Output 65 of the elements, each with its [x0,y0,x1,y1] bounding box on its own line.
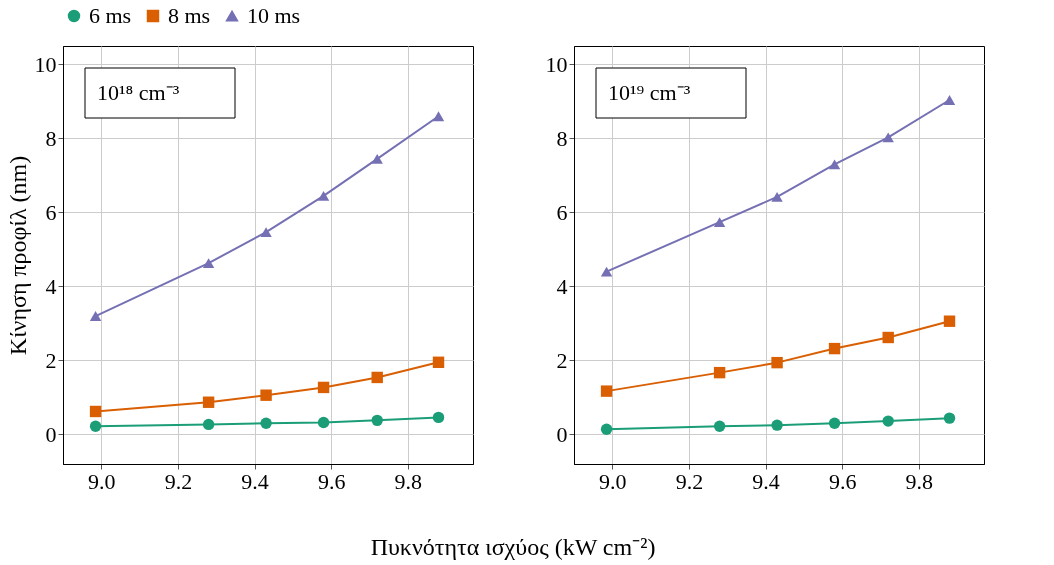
y-tick-label: 4 [45,273,57,299]
point [943,315,956,327]
x-tick-label: 9.4 [241,468,269,494]
point [260,389,272,401]
legend-label: 8 ms [168,3,211,28]
point [371,414,383,427]
x-tick-label: 9.6 [317,468,346,494]
y-tick-label: 8 [556,125,568,151]
point [89,311,102,321]
point [943,412,956,424]
y-tick-label: 6 [556,199,568,225]
y-tick-label: 2 [556,347,568,373]
x-tick-label: 9.0 [88,468,116,494]
point [202,396,215,408]
point [371,153,383,164]
point [771,356,783,369]
x-tick-label: 9.8 [905,468,934,494]
point [432,411,445,424]
x-tick-label: 9.0 [599,468,627,494]
point [882,331,894,344]
point [89,420,102,432]
x-tick-label: 9.8 [394,468,423,494]
point [943,95,956,105]
point [828,159,841,170]
x-axis-title: Πυκνότητα ισχύος (kW cm⁻²) [370,534,656,560]
annotation: 10¹⁸ cm⁻³ [97,80,180,105]
point [260,227,272,237]
x-tick-label: 9.6 [828,468,857,494]
point [771,191,783,202]
x-tick-label: 9.4 [752,468,780,494]
point [317,416,330,429]
point [713,366,726,379]
y-tick-label: 10 [34,52,57,77]
point [882,132,894,143]
point [89,405,102,418]
point [432,356,445,368]
point [371,371,383,384]
point [202,258,215,269]
x-tick-label: 9.2 [164,468,193,494]
y-tick-label: 6 [45,199,57,225]
annotation: 10¹⁹ cm⁻³ [608,80,691,105]
y-tick-label: 0 [45,421,57,447]
legend-label: 10 ms [247,3,301,28]
point [713,217,726,228]
point [317,190,330,201]
y-tick-label: 0 [556,421,568,447]
point [828,342,841,355]
point [317,381,330,394]
point [600,266,613,277]
y-tick-label: 2 [45,347,57,373]
point [260,417,272,429]
legend-label: 6 ms [89,3,132,28]
point [771,419,783,431]
point [828,417,841,429]
point [600,423,613,435]
y-axis-title: Κίνηση προφίλ (nm) [4,155,31,356]
y-tick-label: 4 [556,273,568,299]
point [202,418,215,431]
y-tick-label: 10 [545,52,568,77]
y-tick-label: 8 [45,125,57,151]
point [600,385,613,397]
x-tick-label: 9.2 [675,468,704,494]
point [713,420,726,432]
point [432,111,445,122]
point [882,415,894,427]
